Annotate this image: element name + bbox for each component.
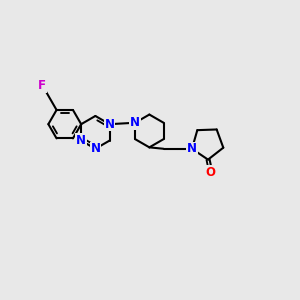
Text: O: O	[206, 166, 216, 178]
Text: N: N	[105, 118, 115, 131]
Text: N: N	[76, 134, 86, 147]
Text: N: N	[90, 142, 100, 155]
Text: N: N	[130, 116, 140, 129]
Text: F: F	[38, 79, 46, 92]
Text: N: N	[187, 142, 197, 155]
